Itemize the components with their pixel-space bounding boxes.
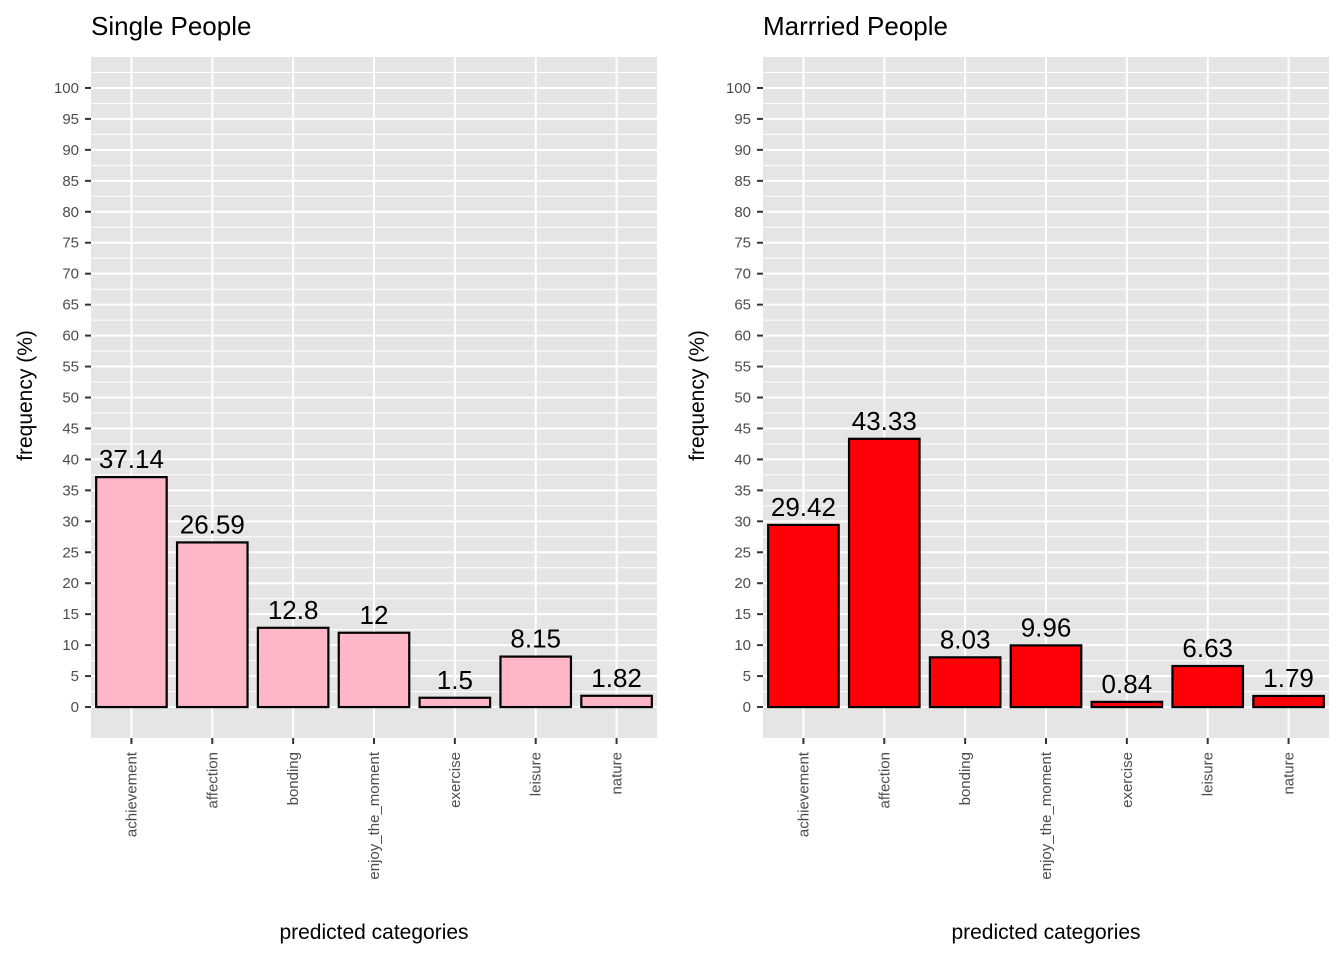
x-tick-label: leisure — [528, 752, 545, 796]
y-tick-label: 60 — [734, 328, 751, 345]
y-tick-label: 50 — [734, 390, 751, 407]
y-tick-label: 55 — [734, 359, 751, 376]
y-tick-label: 15 — [62, 606, 79, 623]
x-tick-label: affection — [876, 752, 893, 808]
y-tick-label: 20 — [62, 575, 79, 592]
data-label: 0.84 — [1102, 669, 1153, 699]
chart-title: Marrried People — [763, 11, 948, 41]
y-tick-label: 0 — [743, 699, 751, 716]
data-label: 29.42 — [771, 492, 836, 522]
bar-exercise — [418, 696, 492, 709]
y-tick-label: 55 — [62, 359, 79, 376]
y-tick-label: 5 — [71, 668, 79, 685]
y-tick-label: 100 — [54, 80, 79, 97]
x-axis-title: predicted categories — [951, 921, 1140, 944]
x-tick-label: exercise — [447, 752, 464, 808]
y-tick-label: 35 — [734, 482, 751, 499]
y-tick-label: 95 — [62, 111, 79, 128]
bar-bonding — [928, 656, 1002, 709]
x-tick-label: nature — [609, 752, 626, 795]
chart-title: Single People — [91, 11, 251, 41]
data-label: 6.63 — [1182, 633, 1233, 663]
data-label: 1.82 — [591, 663, 642, 693]
y-tick-label: 80 — [62, 204, 79, 221]
y-tick-label: 30 — [734, 513, 751, 530]
chart-single-people: 0 5 10 15 20 25 30 35 40 45 50 55 60 65 70 75 80 85 90 95 10… — [14, 11, 657, 944]
bar-affection — [175, 541, 249, 709]
y-tick-label: 15 — [734, 606, 751, 623]
y-tick-label: 100 — [726, 80, 751, 97]
y-tick-label: 40 — [62, 451, 79, 468]
bar-leisure — [499, 655, 573, 709]
x-tick-label: bonding — [285, 752, 302, 805]
x-axis-title: predicted categories — [279, 921, 468, 944]
x-tick-label: exercise — [1119, 752, 1136, 808]
y-tick-label: 5 — [743, 668, 751, 685]
x-tick-label: enjoy_the_moment — [1038, 751, 1055, 879]
bar-exercise — [1090, 700, 1164, 709]
data-label: 1.79 — [1263, 663, 1314, 693]
y-axis-title: frequency (%) — [686, 330, 709, 461]
y-tick-label: 40 — [734, 451, 751, 468]
y-tick-label: 20 — [734, 575, 751, 592]
data-label: 8.03 — [940, 624, 991, 654]
y-tick-label: 35 — [62, 482, 79, 499]
y-tick-label: 65 — [62, 297, 79, 314]
y-tick-label: 50 — [62, 390, 79, 407]
data-label: 9.96 — [1021, 612, 1072, 642]
x-tick-label: enjoy_the_moment — [366, 751, 383, 879]
data-label: 12.8 — [268, 595, 319, 625]
y-tick-label: 25 — [62, 544, 79, 561]
bar-enjoy-the-moment — [337, 631, 411, 709]
x-tick-label: leisure — [1200, 752, 1217, 796]
x-tick-label: bonding — [957, 752, 974, 805]
y-tick-label: 75 — [734, 235, 751, 252]
y-tick-label: 0 — [71, 699, 79, 716]
bar-achievement — [767, 523, 840, 709]
bar-affection — [847, 437, 921, 709]
bar-nature — [580, 694, 653, 709]
x-tick-label: achievement — [795, 751, 812, 837]
y-axis-title: frequency (%) — [14, 330, 37, 461]
data-label: 26.59 — [180, 509, 245, 539]
y-tick-label: 70 — [734, 266, 751, 283]
bar-nature — [1252, 694, 1325, 709]
y-tick-label: 10 — [62, 637, 79, 654]
x-tick-label: achievement — [123, 751, 140, 837]
y-tick-label: 85 — [62, 173, 79, 190]
y-tick-label: 85 — [734, 173, 751, 190]
chart-married-people: 0 5 10 15 20 25 30 35 40 45 50 55 60 65 70 75 80 85 90 95 10… — [672, 0, 1344, 960]
y-tick-label: 45 — [734, 420, 751, 437]
data-label: 43.33 — [852, 406, 917, 436]
y-tick-label: 65 — [734, 297, 751, 314]
bar-achievement — [95, 476, 168, 709]
y-tick-label: 25 — [734, 544, 751, 561]
y-tick-label: 70 — [62, 266, 79, 283]
chart-svg-married: 0 5 10 15 20 25 30 35 40 45 50 55 60 65 70 75 80 85 90 95 10… — [686, 11, 1329, 944]
x-tick-label: nature — [1281, 752, 1298, 795]
y-tick-label: 45 — [62, 420, 79, 437]
bar-bonding — [256, 626, 330, 709]
y-tick-label: 90 — [734, 142, 751, 159]
data-label: 12 — [360, 600, 389, 630]
y-tick-label: 80 — [734, 204, 751, 221]
bar-enjoy-the-moment — [1009, 644, 1083, 709]
y-tick-label: 60 — [62, 328, 79, 345]
chart-svg-single: 0 5 10 15 20 25 30 35 40 45 50 55 60 65 70 75 80 85 90 95 10… — [14, 11, 657, 944]
y-tick-label: 95 — [734, 111, 751, 128]
y-tick-label: 75 — [62, 235, 79, 252]
y-tick-label: 30 — [62, 513, 79, 530]
y-tick-label: 90 — [62, 142, 79, 159]
data-label: 37.14 — [99, 444, 164, 474]
data-label: 1.5 — [437, 665, 473, 695]
x-tick-label: affection — [204, 752, 221, 808]
data-label: 8.15 — [510, 624, 561, 654]
bar-leisure — [1171, 664, 1245, 709]
y-tick-label: 10 — [734, 637, 751, 654]
